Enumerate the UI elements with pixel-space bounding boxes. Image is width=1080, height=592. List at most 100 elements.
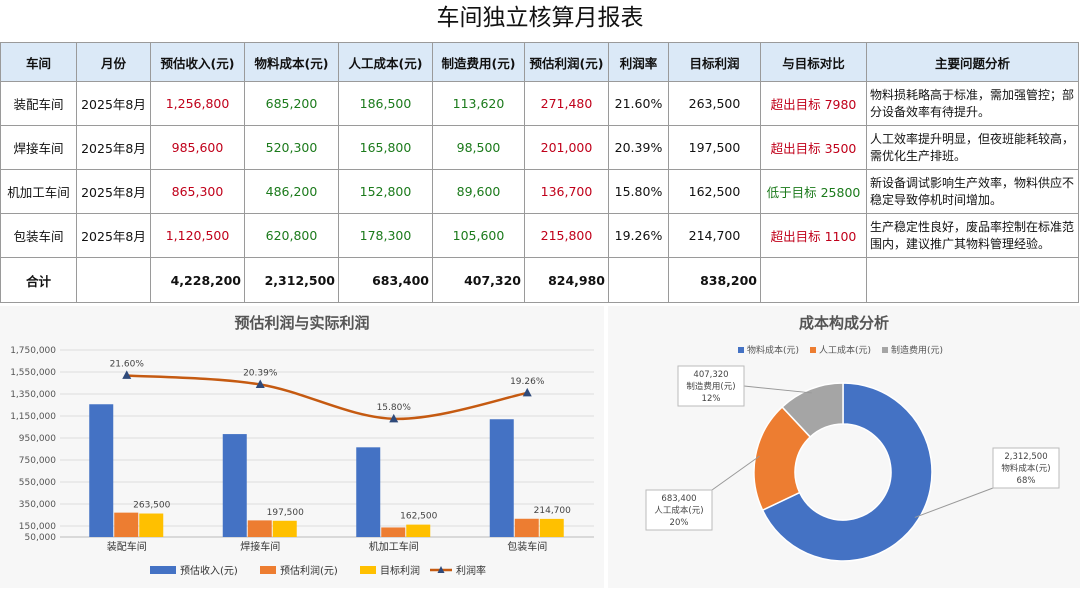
cell-profit: 136,700 bbox=[524, 169, 609, 214]
margin-marker bbox=[522, 387, 532, 397]
cell-profit: 215,800 bbox=[524, 213, 609, 258]
cell-total-profit: 824,980 bbox=[524, 257, 609, 303]
cell-compare: 超出目标 3500 bbox=[760, 125, 867, 170]
y-tick-label: 950,000 bbox=[19, 434, 56, 444]
cell-month: 2025年8月 bbox=[76, 81, 151, 126]
header-analysis: 主要问题分析 bbox=[866, 42, 1079, 82]
cell-target: 263,500 bbox=[668, 81, 761, 126]
donut-legend-swatch bbox=[738, 347, 744, 353]
table-header-row: 车间 月份 预估收入(元) 物料成本(元) 人工成本(元) 制造费用(元) 预估… bbox=[0, 42, 1079, 82]
donut-legend-label: 制造费用(元) bbox=[891, 344, 943, 356]
legend-target-swatch bbox=[360, 566, 376, 574]
callout-overhead-label: 制造费用(元) bbox=[686, 381, 735, 392]
donut-legend-swatch bbox=[882, 347, 888, 353]
margin-data-label: 21.60% bbox=[110, 359, 145, 369]
bar-target bbox=[272, 520, 297, 537]
report-title: 车间独立核算月报表 bbox=[436, 5, 644, 31]
total-row: 合计 4,228,200 2,312,500 683,400 407,320 8… bbox=[0, 257, 1079, 303]
legend-target: 目标利润 bbox=[380, 564, 420, 577]
cell-target: 162,500 bbox=[668, 169, 761, 214]
bar-revenue bbox=[489, 419, 514, 537]
cell-total-overhead: 407,320 bbox=[432, 257, 525, 303]
cell-material: 685,200 bbox=[244, 81, 339, 126]
cost-donut-chart: 2,312,500物料成本(元)68%683,400人工成本(元)20%407,… bbox=[645, 344, 1060, 562]
margin-marker bbox=[255, 379, 265, 388]
legend-profit: 预估利润(元) bbox=[280, 564, 338, 577]
y-tick-label: 1,350,000 bbox=[10, 390, 56, 400]
bar-revenue bbox=[222, 434, 247, 537]
cell-total-label: 合计 bbox=[0, 257, 77, 303]
cell-overhead: 89,600 bbox=[432, 169, 525, 214]
x-tick-label: 焊接车间 bbox=[240, 540, 280, 553]
legend-revenue: 预估收入(元) bbox=[180, 564, 238, 577]
y-tick-label: 1,750,000 bbox=[10, 346, 56, 356]
cell-labor: 186,500 bbox=[338, 81, 433, 126]
table-row: 焊接车间 2025年8月 985,600 520,300 165,800 98,… bbox=[0, 125, 1079, 170]
cell-analysis: 人工效率提升明显，但夜班能耗较高，需优化生产排班。 bbox=[866, 125, 1079, 170]
donut-legend-swatch bbox=[810, 347, 816, 353]
target-data-label: 263,500 bbox=[133, 501, 170, 511]
bar-target bbox=[539, 518, 564, 537]
legend-margin: 利润率 bbox=[456, 564, 486, 577]
cell-margin: 19.26% bbox=[608, 213, 669, 258]
callout-material-box bbox=[992, 447, 1060, 489]
cell-total-labor: 683,400 bbox=[338, 257, 433, 303]
cell-total-target: 838,200 bbox=[668, 257, 761, 303]
cell-labor: 178,300 bbox=[338, 213, 433, 258]
bar-profit bbox=[381, 527, 406, 537]
margin-marker bbox=[122, 370, 132, 379]
cell-target: 197,500 bbox=[668, 125, 761, 170]
cell-analysis: 生产稳定性良好，废品率控制在标准范围内，建议推广其物料管理经验。 bbox=[866, 213, 1079, 258]
target-data-label: 197,500 bbox=[267, 508, 304, 518]
bar-target bbox=[139, 513, 164, 537]
header-compare: 与目标对比 bbox=[760, 42, 867, 82]
cell-material: 520,300 bbox=[244, 125, 339, 170]
callout-labor-percent: 20% bbox=[670, 518, 689, 528]
y-tick-label: 1,550,000 bbox=[10, 368, 56, 378]
margin-marker bbox=[389, 413, 399, 423]
bar-revenue bbox=[89, 404, 114, 537]
cell-empty bbox=[608, 257, 669, 303]
callout-overhead-box bbox=[677, 365, 745, 407]
profit-chart-panel: 预估利润与实际利润 50,000 150,000 350,000 550,000 750… bbox=[0, 306, 604, 588]
cell-month: 2025年8月 bbox=[76, 169, 151, 214]
cell-revenue: 865,300 bbox=[150, 169, 245, 214]
y-tick-label: 750,000 bbox=[19, 456, 56, 466]
cell-month: 2025年8月 bbox=[76, 125, 151, 170]
cost-chart-title: 成本构成分析 bbox=[798, 314, 889, 332]
donut-legend-label: 物料成本(元) bbox=[747, 344, 799, 356]
callout-material-label: 物料成本(元) bbox=[1001, 463, 1050, 474]
callout-labor-label: 人工成本(元) bbox=[654, 505, 703, 516]
callout-labor-value: 683,400 bbox=[661, 494, 696, 504]
bar-target bbox=[406, 524, 431, 537]
target-data-label: 214,700 bbox=[534, 506, 571, 516]
header-profit: 预估利润(元) bbox=[524, 42, 609, 82]
header-material: 物料成本(元) bbox=[244, 42, 339, 82]
margin-line bbox=[126, 374, 528, 421]
target-data-label: 162,500 bbox=[400, 512, 437, 522]
legend-revenue-swatch bbox=[150, 566, 176, 574]
y-tick-label: 50,000 bbox=[25, 533, 57, 543]
cell-analysis: 新设备调试影响生产效率，物料供应不稳定导致停机时间增加。 bbox=[866, 169, 1079, 214]
cell-labor: 165,800 bbox=[338, 125, 433, 170]
y-tick-label: 150,000 bbox=[19, 522, 56, 532]
cell-workshop: 包装车间 bbox=[0, 213, 77, 258]
table-row: 包装车间 2025年8月 1,120,500 620,800 178,300 1… bbox=[0, 213, 1079, 258]
header-workshop: 车间 bbox=[0, 42, 77, 82]
cell-analysis: 物料损耗略高于标准，需加强管控；部分设备效率有待提升。 bbox=[866, 81, 1079, 126]
cell-overhead: 105,600 bbox=[432, 213, 525, 258]
cell-overhead: 98,500 bbox=[432, 125, 525, 170]
bar-revenue bbox=[356, 447, 381, 537]
cell-empty bbox=[866, 257, 1079, 303]
header-margin: 利润率 bbox=[608, 42, 669, 82]
donut-legend-label: 人工成本(元) bbox=[819, 344, 871, 356]
cell-revenue: 1,120,500 bbox=[150, 213, 245, 258]
legend-profit-swatch bbox=[260, 566, 276, 574]
callout-material-value: 2,312,500 bbox=[1004, 452, 1047, 462]
callout-material-percent: 68% bbox=[1017, 476, 1036, 486]
profit-chart-title: 预估利润与实际利润 bbox=[234, 314, 370, 332]
cell-workshop: 装配车间 bbox=[0, 81, 77, 126]
cell-margin: 20.39% bbox=[608, 125, 669, 170]
cell-workshop: 焊接车间 bbox=[0, 125, 77, 170]
